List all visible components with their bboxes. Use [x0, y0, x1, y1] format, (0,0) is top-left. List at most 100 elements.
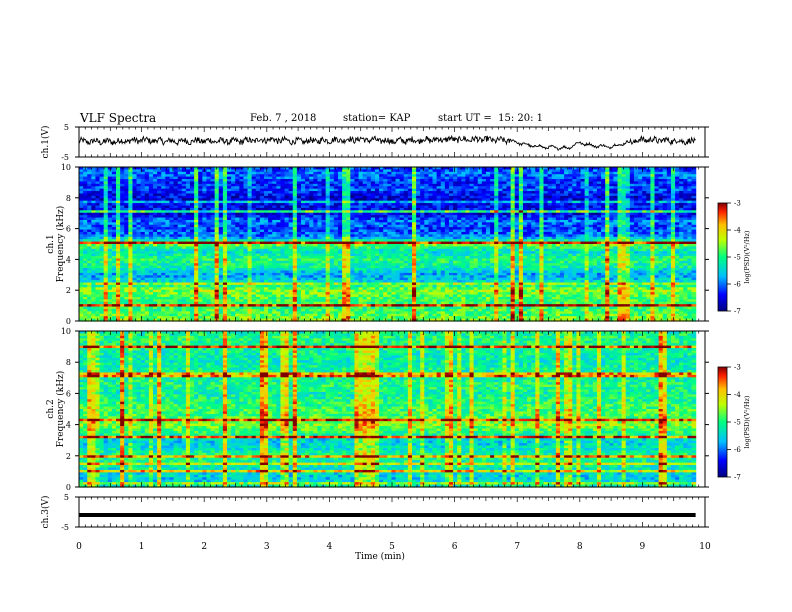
- ch1-spec-cell: [374, 212, 380, 216]
- ch1-spec-cell: [527, 210, 532, 214]
- ch1-spec-cell: [83, 169, 88, 173]
- ch1-spec-cell: [358, 186, 364, 190]
- ch1-spec-cell: [403, 210, 409, 214]
- ch1-spec-cell: [675, 169, 680, 173]
- ch1-spec-cell: [362, 195, 368, 199]
- ch1-spec-cell: [601, 200, 606, 204]
- ch1-spec-cell: [465, 183, 471, 187]
- ch1-spec-cell: [527, 195, 532, 199]
- ch1-spec-cell: [638, 174, 643, 178]
- ch1-spec-cell: [465, 215, 471, 219]
- ch1-spec-cell: [379, 195, 384, 199]
- ch1-spec-cell: [502, 191, 508, 195]
- ch1-spec-cell: [510, 210, 516, 214]
- ch1-spec-cell: [313, 181, 319, 185]
- ch1-spec-cell: [185, 217, 191, 221]
- ch1-spec-cell: [559, 183, 565, 187]
- ch1-spec-cell: [658, 171, 664, 175]
- ch1-spec-cell: [218, 186, 224, 190]
- ch1-spec-cell: [251, 186, 257, 190]
- ch1-spec-cell: [247, 167, 253, 171]
- ch1-spec-cell: [416, 171, 421, 175]
- ch1-spec-cell: [407, 181, 413, 185]
- ch1-spec-cell: [588, 215, 594, 219]
- ch1-spec-cell: [498, 179, 503, 183]
- ch1-spec-cell: [621, 207, 627, 211]
- ch1-spec-cell: [161, 171, 166, 175]
- ch1-spec-cell: [448, 205, 454, 209]
- ch1-spec-cell: [309, 210, 314, 214]
- ch1-spec-cell: [116, 200, 121, 204]
- ch1-spec-cell: [354, 205, 360, 209]
- ch1-spec-cell: [609, 181, 614, 185]
- ch1-spec-cell: [428, 167, 434, 171]
- ch1-spec-cell: [448, 193, 454, 197]
- ch1-spec-cell: [555, 176, 561, 180]
- ch1-spec-cell: [342, 169, 347, 173]
- ch1-spec-cell: [177, 207, 183, 211]
- ch1-spec-cell: [592, 171, 598, 175]
- ch1-spec-cell: [543, 188, 549, 192]
- ch1-spec-cell: [95, 169, 101, 173]
- ch1-spec-cell: [675, 215, 680, 219]
- ch1-spec-cell: [687, 193, 693, 197]
- ch1-spec-cell: [448, 176, 454, 180]
- ch1-spec-cell: [617, 210, 623, 214]
- ch1-spec-cell: [670, 200, 676, 204]
- ch1-spec-cell: [613, 186, 619, 190]
- ch1-spec-cell: [181, 174, 187, 178]
- ch1-spec-cell: [601, 207, 606, 211]
- ch1-spec-cell: [152, 203, 158, 207]
- ch1-spec-cell: [374, 195, 380, 199]
- ch1-spec-cell: [288, 205, 294, 209]
- ch1-spec-cell: [379, 167, 384, 171]
- ch1-spec-cell: [317, 195, 323, 199]
- ch1-spec-cell: [337, 193, 343, 197]
- ch1-spec-cell: [272, 176, 277, 180]
- ch1-spec-cell: [662, 186, 668, 190]
- ch1-spec-cell: [317, 176, 323, 180]
- ch1-spec-cell: [305, 183, 310, 187]
- ch1-spec-cell: [679, 193, 684, 197]
- ch1-spec-cell: [403, 198, 409, 202]
- ch1-spec-cell: [300, 186, 306, 190]
- ch1-spec-cell: [564, 210, 569, 214]
- ch1-spec-cell: [605, 200, 610, 204]
- ch1-spec-cell: [428, 191, 434, 195]
- ch1-spec-cell: [469, 181, 475, 185]
- ch1-spec-cell: [588, 207, 594, 211]
- ch1-spec-cell: [584, 191, 590, 195]
- ch1-spec-cell: [321, 188, 327, 192]
- ch1-spec-cell: [103, 186, 109, 190]
- ch1-spec-cell: [633, 169, 639, 173]
- ch1-spec-cell: [613, 179, 619, 183]
- ch1-spec-cell: [522, 171, 528, 175]
- ch1-spec-cell: [522, 176, 528, 180]
- ch1-spec-cell: [300, 210, 306, 214]
- ch1-spec-cell: [568, 167, 573, 171]
- ch1-spec-cell: [670, 215, 676, 219]
- ch1-spec-cell: [128, 191, 134, 195]
- ch1-spec-cell: [527, 203, 532, 207]
- ch1-spec-cell: [83, 195, 88, 199]
- ch1-spec-cell: [317, 212, 323, 216]
- ch1-spec-cell: [584, 207, 590, 211]
- ch1-spec-cell: [152, 212, 158, 216]
- ch1-spec-cell: [490, 171, 495, 175]
- ch1-spec-cell: [461, 203, 467, 207]
- ch1-spec-cell: [407, 167, 413, 171]
- ch1-spec-cell: [584, 186, 590, 190]
- ch1-spec-cell: [510, 174, 516, 178]
- ch1-spec-cell: [638, 188, 643, 192]
- ch1-spec-cell: [551, 169, 557, 173]
- ch1-spec-cell: [247, 183, 253, 187]
- ch1-spec-cell: [210, 171, 216, 175]
- ch1-spec-cell: [391, 215, 397, 219]
- ch1-spec-cell: [687, 171, 693, 175]
- ch1-spec-cell: [329, 203, 335, 207]
- ch1-spec-cell: [218, 181, 224, 185]
- ch1-spec-cell: [539, 203, 545, 207]
- ch1-spec-cell: [198, 188, 203, 192]
- ch1-spec-cell: [383, 203, 388, 207]
- ch1-spec-cell: [609, 210, 614, 214]
